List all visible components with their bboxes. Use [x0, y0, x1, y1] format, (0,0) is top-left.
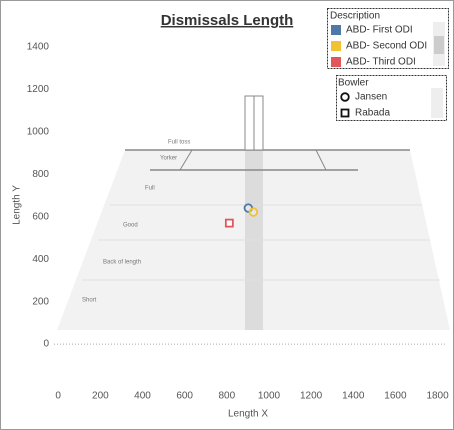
- scrollbar[interactable]: [431, 88, 443, 118]
- legend-label: ABD- Third ODI: [346, 57, 416, 68]
- y-axis-label: Length Y: [12, 185, 23, 225]
- legend-box: [336, 75, 447, 121]
- x-tick-label: 1600: [384, 391, 407, 402]
- y-tick-label: 600: [32, 211, 49, 222]
- return-crease: [179, 149, 193, 171]
- legend-shape: [340, 108, 350, 118]
- y-tick-label: 0: [43, 339, 49, 350]
- legend-label: ABD- First ODI: [346, 25, 413, 36]
- legend-box: [327, 8, 449, 69]
- legend-shape: [340, 92, 350, 102]
- y-tick-label: 200: [32, 296, 49, 307]
- zone-label: Yorker: [160, 156, 177, 162]
- x-tick-label: 1200: [300, 391, 323, 402]
- return-crease: [315, 149, 327, 171]
- legend-title: Bowler: [338, 78, 369, 89]
- y-tick-label: 400: [32, 254, 49, 265]
- x-tick-label: 600: [176, 391, 193, 402]
- legend-swatch: [331, 41, 341, 51]
- y-tick-label: 1200: [27, 84, 50, 95]
- x-tick-label: 400: [134, 391, 151, 402]
- point: [248, 207, 259, 217]
- legend-swatch: [331, 57, 341, 67]
- zone-label: Short: [82, 298, 97, 304]
- stump: [244, 95, 255, 151]
- x-tick-label: 800: [218, 391, 235, 402]
- legend-swatch: [331, 25, 341, 35]
- zone-label: Full: [145, 186, 155, 192]
- y-tick-label: 800: [32, 169, 49, 180]
- legend-title: Description: [330, 11, 380, 22]
- x-tick-label: 0: [55, 391, 61, 402]
- x-tick-label: 1400: [342, 391, 365, 402]
- zone-label: Good: [123, 223, 138, 229]
- zone-label: Back of length: [103, 260, 141, 266]
- x-tick-label: 1000: [258, 391, 281, 402]
- legend-label: Rabada: [355, 108, 390, 119]
- stump: [253, 95, 264, 151]
- legend-label: Jansen: [355, 92, 387, 103]
- chart-title: Dismissals Length: [161, 12, 294, 29]
- zone-label: Full toss: [168, 140, 190, 146]
- x-tick-label: 200: [92, 391, 109, 402]
- legend-label: ABD- Second ODI: [346, 41, 427, 52]
- y-tick-label: 1000: [27, 127, 50, 138]
- x-tick-label: 1800: [426, 391, 449, 402]
- y-tick-label: 1400: [27, 42, 50, 53]
- point: [224, 218, 234, 228]
- x-axis-label: Length X: [228, 409, 268, 420]
- scroll-thumb[interactable]: [434, 36, 444, 54]
